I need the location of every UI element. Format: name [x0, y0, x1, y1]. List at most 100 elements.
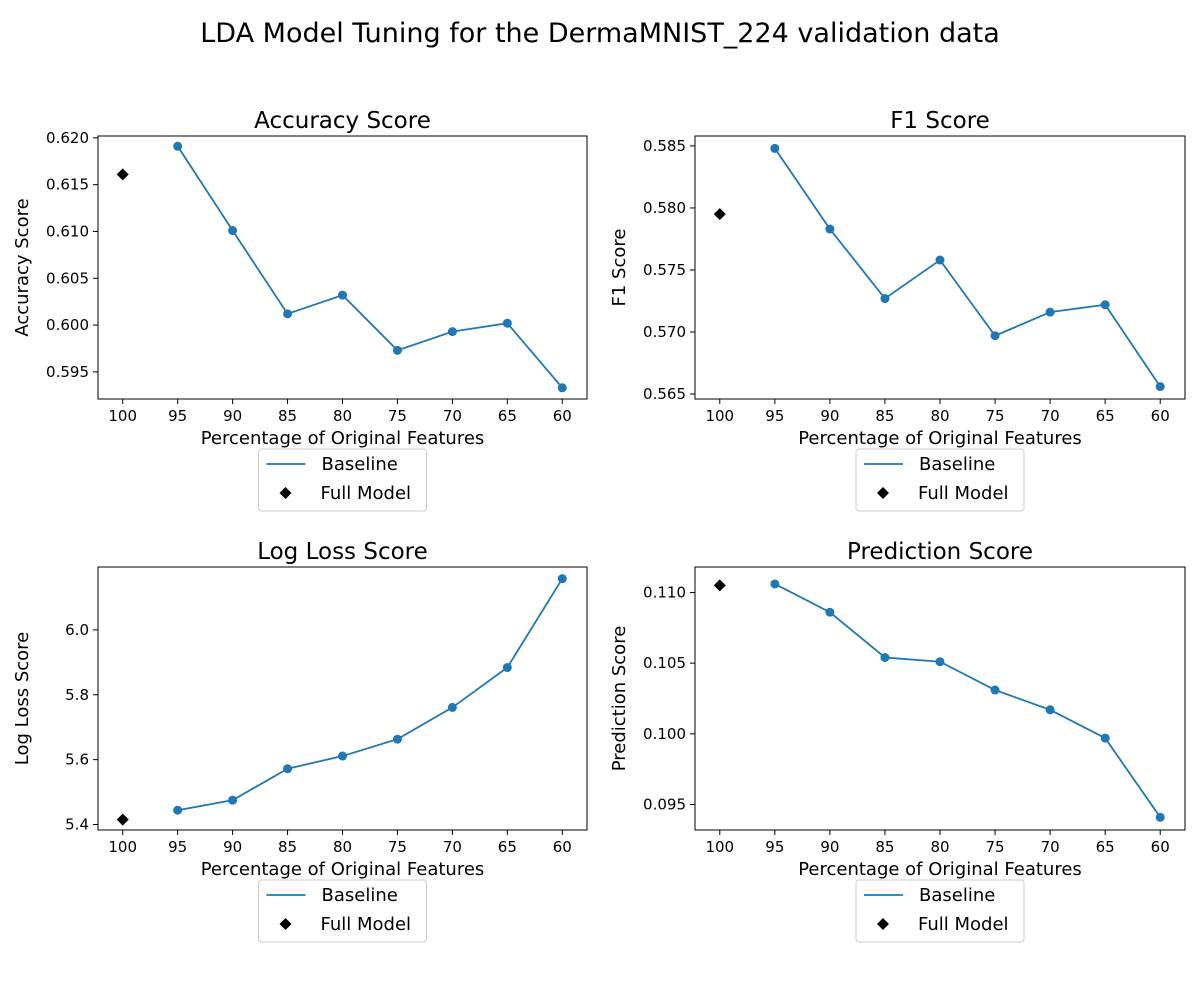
x-tick-label: 90: [820, 407, 839, 425]
baseline-point: [338, 751, 347, 761]
y-tick-label: 0.105: [643, 654, 686, 672]
x-tick-label: 95: [168, 838, 187, 856]
y-tick-label: 5.6: [65, 751, 89, 769]
y-axis-label: Accuracy Score: [12, 198, 33, 336]
x-tick-label: 60: [553, 838, 572, 856]
x-tick-label: 95: [765, 407, 784, 425]
subplot-1: Accuracy Score 100 95 90 85 80 75 70 65 60 0.595 0.…: [12, 108, 588, 512]
baseline-point: [283, 764, 293, 774]
legend-full-model-swatch: [877, 487, 889, 499]
baseline-point: [338, 290, 347, 300]
x-tick-label: 60: [1151, 838, 1170, 856]
y-tick-label: 0.610: [46, 222, 89, 240]
baseline-point: [990, 685, 1000, 695]
full-model-point: [713, 208, 726, 221]
full-model-point: [116, 168, 129, 181]
baseline-point: [228, 226, 238, 236]
baseline-point: [392, 345, 402, 355]
baseline-point: [392, 734, 402, 744]
legend-full-model-label: Full Model: [918, 914, 1009, 935]
y-tick-label: 0.585: [643, 137, 686, 155]
y-tick-label: 0.570: [643, 323, 686, 341]
y-tick-label: 0.595: [46, 363, 89, 381]
y-tick-label: 5.4: [65, 815, 89, 833]
x-tick-label: 100: [108, 838, 137, 856]
x-tick-label: 75: [388, 838, 407, 856]
baseline-point: [880, 294, 890, 304]
baseline-line: [774, 147, 1161, 388]
baseline-point: [1045, 705, 1055, 715]
legend-full-model-swatch: [279, 487, 292, 499]
y-tick-label: 0.565: [643, 385, 686, 403]
legend-full-model-label: Full Model: [321, 914, 412, 935]
y-axis-label: F1 Score: [609, 229, 630, 307]
y-tick-label: 0.095: [643, 796, 686, 814]
legend-baseline-label: Baseline: [322, 454, 398, 475]
y-tick-label: 0.575: [643, 261, 686, 279]
y-tick-label: 6.0: [65, 621, 89, 639]
baseline-point: [825, 224, 835, 234]
baseline-point: [935, 657, 945, 667]
x-tick-label: 100: [108, 407, 137, 425]
x-tick-label: 90: [223, 407, 242, 425]
subplot-title: F1 Score: [890, 108, 990, 134]
legend-full-model-label: Full Model: [321, 483, 412, 504]
full-model-point: [116, 813, 129, 826]
legend-full-model-swatch: [279, 918, 292, 930]
baseline-point: [173, 141, 183, 151]
x-tick-label: 65: [498, 407, 517, 425]
x-tick-label: 80: [333, 407, 352, 425]
x-tick-label: 70: [443, 838, 462, 856]
x-axis-label: Percentage of Original Features: [798, 428, 1082, 449]
x-tick-label: 95: [168, 407, 187, 425]
y-tick-label: 5.8: [65, 686, 89, 704]
baseline-point: [557, 383, 567, 393]
x-tick-label: 75: [986, 407, 1005, 425]
x-tick-label: 95: [765, 838, 784, 856]
x-tick-label: 100: [705, 407, 734, 425]
baseline-point: [1045, 307, 1055, 317]
x-axis-label: Percentage of Original Features: [201, 859, 485, 880]
baseline-point: [1155, 382, 1165, 392]
y-axis-label: Prediction Score: [609, 626, 630, 772]
x-tick-label: 85: [875, 407, 894, 425]
legend-baseline-label: Baseline: [919, 454, 995, 475]
full-model-point: [713, 579, 726, 592]
y-tick-label: 0.580: [643, 199, 686, 217]
legend-baseline-label: Baseline: [919, 885, 995, 906]
y-tick-label: 0.600: [46, 316, 89, 334]
baseline-point: [502, 663, 512, 673]
axes-frame: [694, 135, 1186, 400]
x-tick-label: 60: [553, 407, 572, 425]
subplot-4: Prediction Score 100 95 90 85 80 75 70 65 60 0.095…: [609, 539, 1186, 943]
x-tick-label: 80: [333, 838, 352, 856]
x-tick-label: 85: [278, 407, 297, 425]
legend-full-model-label: Full Model: [918, 483, 1009, 504]
legend: Baseline Full Model: [258, 879, 427, 943]
x-tick-label: 70: [1041, 838, 1060, 856]
x-tick-label: 80: [930, 838, 949, 856]
y-axis-label: Log Loss Score: [12, 632, 33, 766]
x-tick-label: 60: [1151, 407, 1170, 425]
subplot-3: Log Loss Score 100 95 90 85 80 75 70 65 60 5.4 5.6 5…: [12, 539, 588, 943]
x-tick-label: 75: [986, 838, 1005, 856]
baseline-point: [825, 607, 835, 617]
baseline-point: [1155, 812, 1165, 822]
x-tick-label: 65: [1096, 838, 1115, 856]
x-tick-label: 70: [443, 407, 462, 425]
baseline-line: [774, 583, 1161, 818]
subplot-title: Log Loss Score: [257, 539, 428, 565]
subplot-2: F1 Score 100 95 90 85 80 75 70 65 60 0.565 0.570 0.5…: [609, 108, 1186, 512]
x-axis-label: Percentage of Original Features: [798, 859, 1082, 880]
y-tick-label: 0.110: [643, 583, 686, 601]
y-tick-label: 0.615: [46, 176, 89, 194]
subplot-title: Accuracy Score: [254, 108, 431, 134]
legend: Baseline Full Model: [855, 879, 1025, 943]
x-axis-label: Percentage of Original Features: [201, 428, 485, 449]
x-tick-label: 75: [388, 407, 407, 425]
x-tick-label: 80: [930, 407, 949, 425]
y-tick-label: 0.605: [46, 269, 89, 287]
legend-full-model-swatch: [877, 918, 889, 930]
